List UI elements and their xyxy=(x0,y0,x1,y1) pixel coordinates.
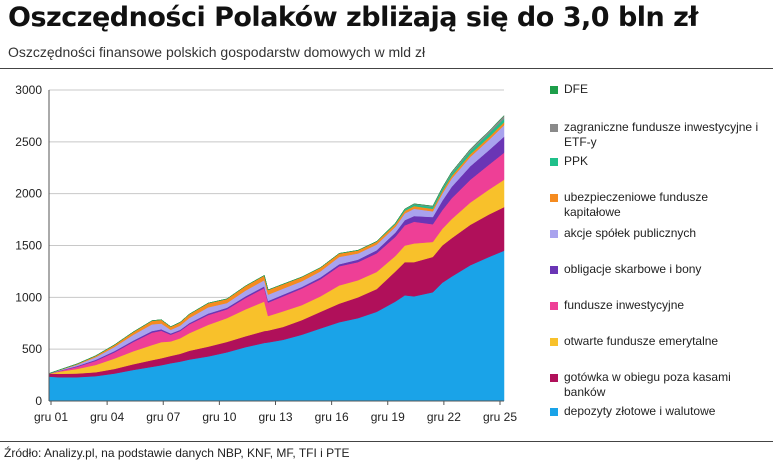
legend-label: otwarte fundusze emerytalne xyxy=(564,334,719,348)
legend-swatch xyxy=(550,374,558,382)
legend-label: obligacje skarbowe i bony xyxy=(564,262,702,276)
legend-swatch xyxy=(550,86,558,94)
legend-swatch xyxy=(550,158,558,166)
x-tick-label: gru 13 xyxy=(258,410,292,424)
legend-swatch xyxy=(550,194,558,202)
y-tick-label: 3000 xyxy=(15,83,42,97)
x-tick-label: gru 01 xyxy=(34,410,68,424)
y-tick-label: 2000 xyxy=(15,187,42,201)
legend-swatch xyxy=(550,302,558,310)
legend-label: fundusze inwestycyjne xyxy=(564,298,685,312)
legend-label: ubezpieczeniowe fundusze kapitałowe xyxy=(564,190,709,219)
legend-swatch xyxy=(550,230,558,238)
legend-swatch xyxy=(550,338,558,346)
x-tick-label: gru 07 xyxy=(146,410,180,424)
legend-label: depozyty złotowe i walutowe xyxy=(564,404,716,418)
legend-label: DFE xyxy=(564,82,588,96)
source-note: Źródło: Analizy.pl, na podstawie danych … xyxy=(4,446,350,460)
x-tick-label: gru 16 xyxy=(315,410,349,424)
legend-swatch xyxy=(550,266,558,274)
y-tick-label: 1000 xyxy=(15,290,42,304)
chart-title: Oszczędności Polaków zbliżają się do 3,0… xyxy=(8,2,698,33)
legend-swatch xyxy=(550,124,558,132)
x-tick-label: gru 10 xyxy=(202,410,236,424)
stacked-area-chart: 0 500 1000 1500 2000 2500 3000 gru 01 gru 04 gru … xyxy=(15,83,517,424)
series-areas xyxy=(48,114,505,402)
chart-subtitle: Oszczędności finansowe polskich gospodar… xyxy=(8,44,426,60)
y-tick-label: 0 xyxy=(35,394,42,408)
y-tick-label: 2500 xyxy=(15,135,42,149)
legend-label: akcje spółek publicznych xyxy=(564,226,697,240)
y-tick-label: 500 xyxy=(22,342,42,356)
bottom-divider xyxy=(0,441,773,442)
y-tick-label: 1500 xyxy=(15,239,42,253)
x-tick-label: gru 22 xyxy=(427,410,461,424)
x-tick-label: gru 25 xyxy=(483,410,517,424)
top-divider xyxy=(0,68,773,69)
series-area-dfe xyxy=(48,115,505,374)
legend-label: PPK xyxy=(564,154,589,168)
legend-swatch xyxy=(550,408,558,416)
legend-label: zagraniczne fundusze inwestycyjne i ETF-… xyxy=(564,120,759,149)
x-tick-label: gru 04 xyxy=(90,410,124,424)
axes: 0 500 1000 1500 2000 2500 3000 gru 01 gru 04 gru … xyxy=(15,83,517,424)
x-tick-label: gru 19 xyxy=(371,410,405,424)
legend-label: gotówka w obiegu poza kasami banków xyxy=(564,370,731,399)
